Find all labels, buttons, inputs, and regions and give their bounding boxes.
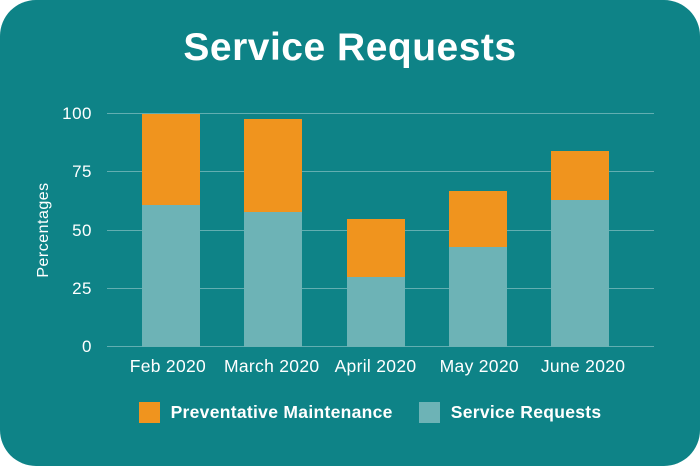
x-label-may-2020: May 2020 [439, 356, 519, 376]
y-tick-75: 75 [72, 162, 92, 182]
legend-label: Preventative Maintenance [170, 402, 393, 422]
y-axis-ticks: 0 25 50 75 100 [48, 104, 92, 356]
y-tick-100: 100 [62, 104, 92, 123]
bars [107, 114, 654, 347]
plot-area [107, 113, 654, 347]
y-tick-50: 50 [72, 220, 92, 240]
x-label-march-2020: March 2020 [223, 356, 320, 376]
bar-segment-preventative-maintenance [346, 218, 405, 278]
bar-segment-service-requests [346, 277, 405, 347]
bar-segment-preventative-maintenance [142, 114, 200, 205]
chart-title: Service Requests [183, 26, 517, 69]
bar-may-2020 [448, 114, 507, 347]
bar-march-2020 [244, 114, 303, 347]
bar-segment-service-requests [244, 211, 303, 347]
gridline-100 [107, 113, 654, 114]
legend-item-service-requests: Service Requests [418, 402, 602, 423]
legend-swatch [138, 402, 160, 423]
bar-segment-service-requests [448, 246, 507, 347]
legend: Preventative Maintenance Service Requests [0, 402, 700, 423]
bar-segment-service-requests [551, 200, 609, 347]
bar-segment-preventative-maintenance [551, 151, 609, 201]
legend-item-preventative-maintenance: Preventative Maintenance [138, 402, 393, 423]
legend-swatch [418, 402, 440, 423]
y-tick-25: 25 [72, 278, 92, 298]
bar-april-2020 [346, 114, 405, 347]
legend-label: Service Requests [450, 402, 602, 422]
gridline-75 [107, 171, 654, 173]
x-label-april-2020: April 2020 [334, 356, 417, 376]
bar-segment-preventative-maintenance [244, 118, 303, 212]
bar-segment-preventative-maintenance [448, 190, 507, 247]
bar-segment-service-requests [142, 204, 200, 347]
x-axis-labels: Feb 2020 March 2020 April 2020 May 2020 June… [107, 356, 654, 377]
bar-june-2020 [551, 114, 609, 347]
x-label-feb-2020: Feb 2020 [129, 356, 207, 376]
x-label-june-2020: June 2020 [540, 356, 626, 376]
bar-feb-2020 [142, 114, 200, 347]
y-tick-0: 0 [82, 337, 92, 356]
